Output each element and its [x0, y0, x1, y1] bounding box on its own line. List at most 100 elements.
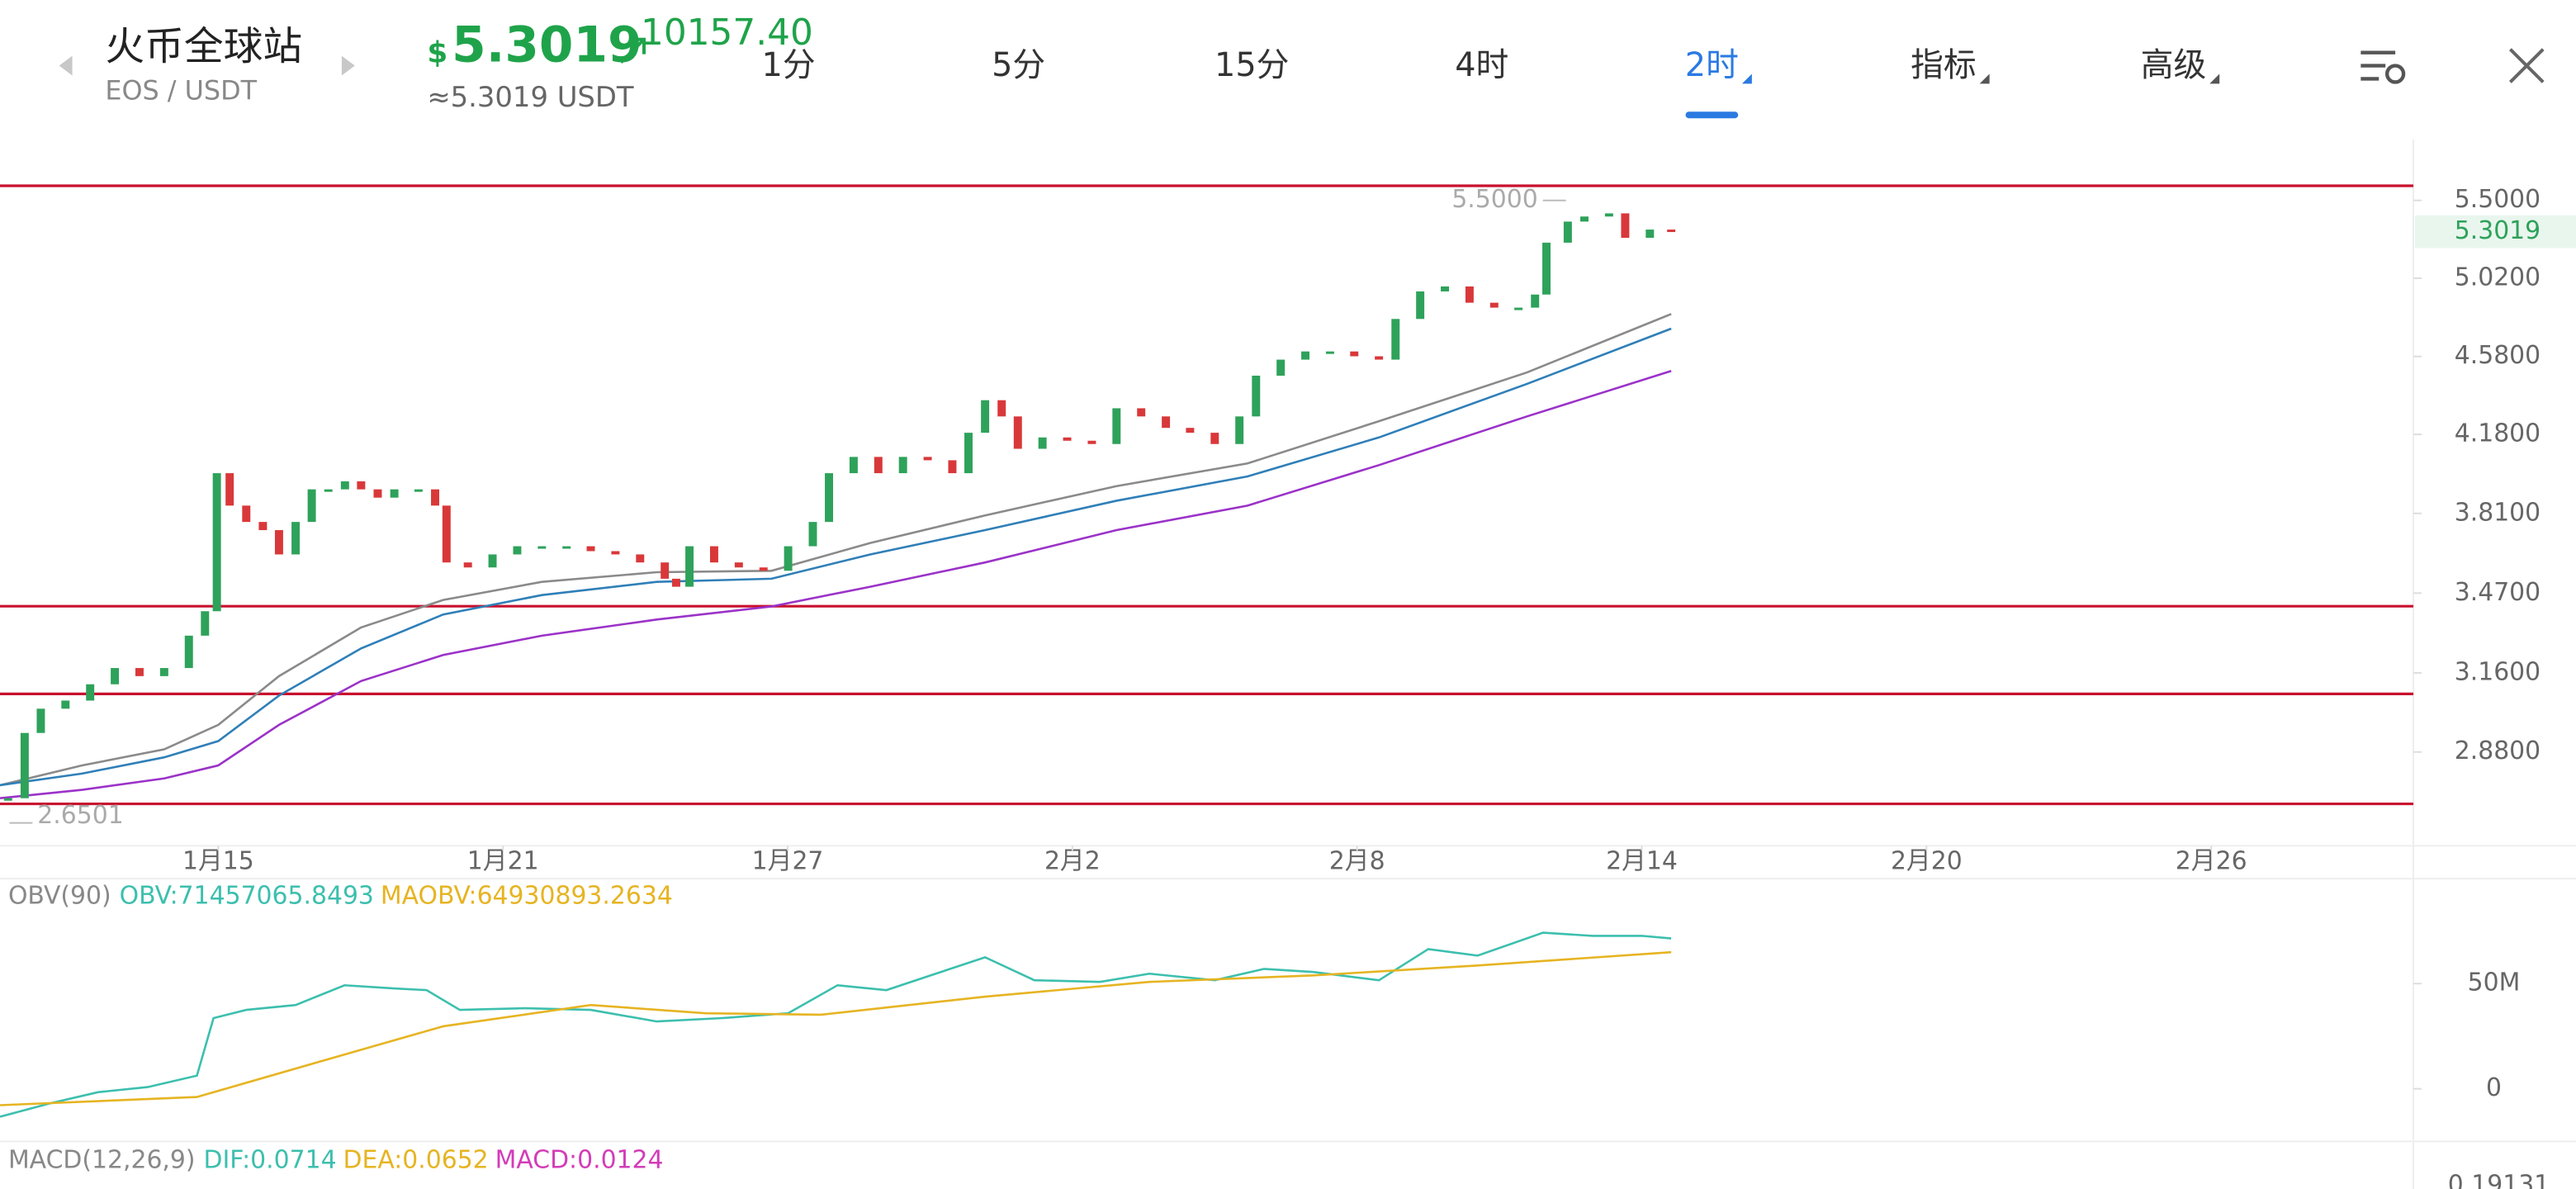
candle: [734, 562, 743, 568]
moving-average: [0, 313, 1672, 787]
candle: [661, 562, 670, 579]
candle: [258, 522, 268, 531]
candle: [997, 400, 1006, 417]
candle: [1162, 416, 1171, 429]
currency-symbol: $: [427, 36, 447, 70]
y-tick-label: 0.19131: [2448, 1171, 2550, 1189]
candle: [442, 505, 451, 563]
candle: [513, 546, 522, 555]
legend-entry: DEA:0.0652: [343, 1146, 489, 1175]
y-tick-label: 4.1800: [2455, 419, 2540, 448]
last-price-box: [2415, 215, 2576, 249]
up-arrow: [619, 37, 646, 64]
candle: [537, 546, 547, 549]
y-tick-label: 3.8100: [2455, 498, 2540, 527]
indicator-title: OBV(90): [8, 881, 111, 910]
next-arrow[interactable]: [341, 55, 355, 76]
candle: [1276, 359, 1286, 376]
y-tick-label: 5.0200: [2455, 263, 2540, 292]
candle: [242, 505, 251, 523]
candle: [671, 578, 680, 587]
candle: [759, 567, 768, 571]
candle: [184, 635, 193, 669]
candle: [1514, 307, 1523, 310]
candle: [923, 457, 932, 461]
tab[interactable]: 15分: [1215, 46, 1289, 84]
candle: [1063, 437, 1072, 441]
prev-arrow[interactable]: [59, 55, 73, 76]
candle: [1235, 416, 1244, 444]
candle: [1210, 433, 1219, 444]
candle: [1350, 351, 1359, 357]
change: 10157.40: [641, 12, 813, 54]
candle: [1013, 416, 1022, 449]
tab[interactable]: 5分: [992, 46, 1045, 84]
candle: [1441, 286, 1449, 291]
candle: [225, 473, 234, 506]
candle: [964, 433, 973, 474]
x-tick-label: 2月14: [1606, 847, 1678, 876]
active-underline: [1685, 111, 1739, 119]
candle: [948, 460, 957, 474]
candle: [61, 700, 70, 709]
tab[interactable]: 2时: [1685, 46, 1739, 84]
candle: [808, 522, 817, 547]
y-tick-label: 50M: [2468, 969, 2521, 997]
candle: [36, 708, 45, 733]
candle: [212, 473, 221, 612]
x-tick-label: 2月26: [2176, 847, 2247, 876]
y-tick-label: 3.1600: [2455, 657, 2540, 686]
indicator-line: [0, 931, 1672, 1118]
candle: [981, 400, 990, 433]
candle: [390, 489, 399, 498]
candle: [1112, 408, 1121, 444]
candle: [611, 551, 620, 555]
candle: [709, 546, 718, 563]
legend-entry: DIF:0.0714: [203, 1146, 336, 1175]
moving-average: [0, 369, 1672, 800]
candle: [1186, 428, 1195, 433]
y-tick-label: 0: [2486, 1073, 2502, 1102]
legend-entry: MACD:0.0124: [495, 1146, 664, 1175]
candle: [463, 562, 472, 568]
candle: [357, 481, 366, 490]
settings-icon[interactable]: [2361, 50, 2406, 84]
candle: [1667, 230, 1676, 233]
tab[interactable]: 4时: [1455, 46, 1508, 84]
x-tick-label: 1月21: [467, 847, 539, 876]
x-tick-label: 2月8: [1329, 847, 1385, 876]
tab[interactable]: 高级: [2141, 46, 2207, 84]
x-tick-label: 1月15: [182, 847, 254, 876]
exchange-name: 火币全球站: [105, 25, 302, 70]
candle: [291, 522, 301, 555]
candle: [1621, 213, 1630, 238]
y-tick-label: 2.8800: [2455, 737, 2540, 765]
x-tick-label: 1月27: [752, 847, 824, 876]
tab[interactable]: 指标: [1911, 46, 1977, 84]
legend-entry: OBV:71457065.8493: [120, 881, 374, 910]
candle: [1301, 351, 1310, 360]
candle: [307, 489, 316, 523]
candle: [1465, 286, 1474, 303]
candle: [1038, 437, 1047, 449]
candle: [431, 489, 439, 506]
tab[interactable]: 1分: [762, 46, 816, 84]
candle: [20, 732, 29, 798]
candle: [414, 489, 423, 492]
candle: [1580, 216, 1589, 222]
converted-price: ≈5.3019 USDT: [427, 81, 634, 113]
candle: [488, 554, 497, 568]
candle: [135, 668, 144, 676]
candle: [825, 473, 834, 523]
candle: [324, 489, 333, 492]
y-tick-label: 4.5800: [2455, 341, 2540, 370]
candle: [586, 546, 595, 552]
pair: EOS / USDT: [105, 74, 257, 106]
close-icon[interactable]: [2509, 48, 2545, 83]
candle: [111, 668, 120, 685]
candle: [849, 457, 858, 474]
candle: [1137, 408, 1146, 417]
x-tick-label: 2月2: [1044, 847, 1101, 876]
price: 5.3019: [452, 17, 642, 73]
